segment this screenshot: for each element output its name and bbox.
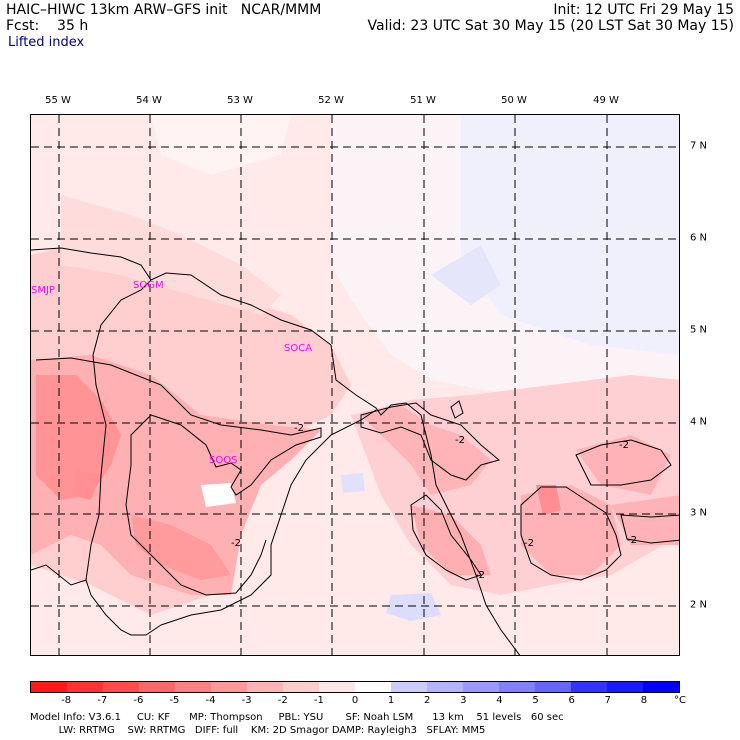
field-neg3-region <box>536 485 561 515</box>
contour-label: -2 <box>475 570 485 581</box>
colorbar-swatch <box>427 682 463 692</box>
colorbar-tick-label: -6 <box>133 695 144 706</box>
field-pos-region <box>201 483 236 507</box>
field-name: Lifted index <box>8 35 85 50</box>
contour-neg2 <box>410 494 482 581</box>
colorbar-swatch <box>211 682 247 692</box>
init-time: Init: 12 UTC Fri 29 May 15 <box>553 2 734 18</box>
contour-neg2 <box>360 402 501 481</box>
colorbar-swatch <box>571 682 607 692</box>
contour-label: -2 <box>524 538 534 549</box>
colorbar-tick-label: 6 <box>568 695 575 706</box>
colorbar-tick-label: -1 <box>313 695 324 706</box>
station-label: SOGM <box>133 280 164 291</box>
field-neg3-region <box>131 515 231 580</box>
colorbar-swatch <box>355 682 391 692</box>
field-neg2-region <box>576 435 671 495</box>
model-title: HAIC–HIWC 13km ARW–GFS init NCAR/MMM <box>6 2 322 18</box>
station-label: SMJP <box>31 285 55 296</box>
colorbar-swatch <box>247 682 283 692</box>
contour-neg2 <box>520 486 622 581</box>
colorbar-swatch <box>175 682 211 692</box>
contour-neg2 <box>620 514 679 544</box>
field-neg3-region <box>71 470 101 500</box>
colorbar-swatch <box>67 682 103 692</box>
colorbar-tick-label: 0 <box>351 695 359 706</box>
lat-label: 4 N <box>690 416 708 428</box>
contour-labels: -2 -2 -2 -2 -2 -2 -2 <box>231 423 637 581</box>
lat-label: 5 N <box>690 324 708 336</box>
valid-time: Valid: 23 UTC Sat 30 May 15 (20 LST Sat … <box>367 18 734 34</box>
border-line <box>160 409 377 626</box>
colorbar-tick-label: 3 <box>460 695 467 706</box>
colorbar-tick-label: 7 <box>604 695 611 706</box>
contour-label: -2 <box>619 440 629 451</box>
contour-label: -2 <box>455 435 465 446</box>
lat-label: 6 N <box>690 232 708 244</box>
colorbar <box>30 681 680 693</box>
colorbar-tick-label: 5 <box>532 695 539 706</box>
colorbar-tick-label: 1 <box>387 695 395 706</box>
contour-label: -2 <box>627 535 637 546</box>
colorbar-tick-label: 2 <box>424 695 431 706</box>
model-info-line2: LW: RRTMG SW: RRTMG DIFF: full KM: 2D Sm… <box>30 725 486 736</box>
colorbar-swatch <box>535 682 571 692</box>
colorbar-tick-label: -7 <box>97 695 108 706</box>
colorbar-swatch <box>103 682 139 692</box>
colorbar-swatch <box>391 682 427 692</box>
field-neg2-region <box>611 495 679 545</box>
field-neutral-region <box>151 115 291 175</box>
colorbar-swatch <box>283 682 319 692</box>
colorbar-swatch <box>643 682 679 692</box>
contour-neg2 <box>575 439 672 486</box>
coast-line <box>31 247 521 655</box>
lat-label: 2 N <box>690 599 708 611</box>
contour-label: -2 <box>294 423 304 434</box>
lat-label: 7 N <box>690 140 708 152</box>
lon-label: 54 W <box>136 95 162 106</box>
colorbar-tick-label: -5 <box>169 695 180 706</box>
station-label: SOCA <box>284 343 312 354</box>
lifted-index-map: SMJP SOGM SOCA SOOS -2 -2 -2 -2 -2 -2 -2 <box>31 115 679 655</box>
colorbar-unit: °C <box>674 695 686 706</box>
border-line <box>31 564 87 586</box>
border-line <box>85 279 162 636</box>
colorbar-tick-label: -3 <box>241 695 252 706</box>
field-neg1-region <box>61 195 281 315</box>
contour-neg2 <box>450 400 464 419</box>
colorbar-swatch <box>463 682 499 692</box>
lon-label: 52 W <box>318 95 344 106</box>
colorbar-tick-label: 8 <box>640 695 648 706</box>
lon-label: 55 W <box>45 95 71 106</box>
colorbar-tick-label: -4 <box>205 695 216 706</box>
lon-label: 51 W <box>410 95 436 106</box>
contour-neg2 <box>35 357 322 596</box>
coastline <box>31 247 521 655</box>
stations: SMJP SOGM SOCA SOOS <box>31 280 312 466</box>
field-pos-region <box>341 473 365 493</box>
contours <box>35 357 679 596</box>
field-neg2-region <box>361 405 491 495</box>
lon-label: 53 W <box>227 95 253 106</box>
forecast-hour: Fcst: 35 h <box>6 18 89 34</box>
colorbar-swatch <box>139 682 175 692</box>
colorbar-tick-label: -2 <box>277 695 288 706</box>
map-panel[interactable]: SMJP SOGM SOCA SOOS -2 -2 -2 -2 -2 -2 -2 <box>30 114 680 656</box>
lon-label: 50 W <box>501 95 527 106</box>
contour-label: -2 <box>231 538 241 549</box>
field-neg2-region <box>411 505 491 575</box>
colorbar-swatch <box>499 682 535 692</box>
colorbar-swatch <box>319 682 355 692</box>
colorbar-tick-label: -8 <box>61 695 72 706</box>
colorbar-swatch <box>607 682 643 692</box>
colorbar-tick-label: 4 <box>496 695 503 706</box>
lon-label: 49 W <box>593 95 619 106</box>
field-neg3-region <box>36 375 121 500</box>
colorbar-swatch <box>31 682 67 692</box>
lat-label: 3 N <box>690 507 708 519</box>
model-info-line1: Model Info: V3.6.1 CU: KF MP: Thompson P… <box>30 712 564 723</box>
field-pos-region <box>386 593 441 621</box>
field-positive-region <box>431 245 501 305</box>
station-label: SOOS <box>209 455 237 466</box>
